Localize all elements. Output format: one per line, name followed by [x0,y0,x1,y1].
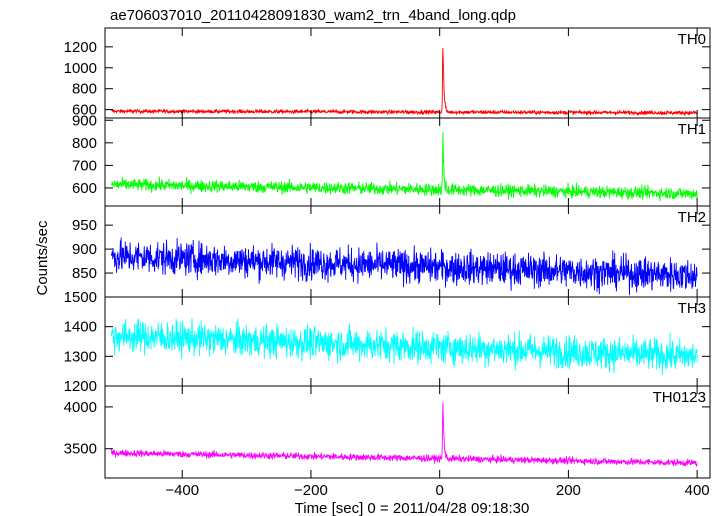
y-tick-label: 1200 [64,39,97,56]
y-tick-label: 1000 [64,60,97,77]
panel-label: TH2 [678,209,706,226]
y-tick-label: 1300 [64,348,97,365]
x-axis-label: Time [sec] 0 = 2011/04/28 09:18:30 [295,500,530,516]
panel-th0: 600 800 1000 1200 TH0 [64,27,711,119]
panel-frame [104,385,711,479]
y-tick-label: 1500 [64,289,97,306]
y-tick-label: 950 [72,217,97,234]
series-line-th0123 [110,402,698,467]
panel-th0123: 3500 4000 TH0123 [64,385,711,479]
x-tick-label: −200 [294,482,328,499]
y-tick-label: 1200 [64,378,97,395]
series-line-th0 [111,47,698,117]
y-axis-label: Counts/sec [34,220,51,296]
y-tick-label: 900 [72,112,97,129]
x-tick-label: 0 [436,482,444,499]
panel-th1: 600 700 800 900 TH1 [72,112,711,207]
x-tick-label: −400 [165,482,199,499]
y-tick-label: 600 [72,180,97,197]
panel-label: TH0 [678,31,706,48]
panel-label: TH0123 [653,389,706,406]
y-tick-label: 850 [72,265,97,282]
panel-frame [104,205,711,298]
panel-th3: 1200 1300 1400 1500 TH3 [64,289,711,395]
y-tick-label: 1400 [64,319,97,336]
series-line-th2 [110,237,698,296]
y-tick-label: 3500 [64,441,97,458]
chart-title: ae706037010_20110428091830_wam2_trn_4ban… [110,7,516,24]
y-tick-label: 900 [72,241,97,258]
panels-group: 600 800 1000 1200 TH0 600 700 800 900 TH1 850 900 95… [64,27,711,499]
y-tick-label: 4000 [64,399,97,416]
y-tick-label: 600 [72,102,97,119]
y-tick-label: 700 [72,157,97,174]
panel-label: TH1 [678,121,706,138]
y-tick-label: 800 [72,81,97,98]
series-line-th1 [110,132,698,202]
x-tick-label: 400 [685,482,710,499]
panel-frame [104,27,711,119]
panel-label: TH3 [678,300,706,317]
x-tick-label: 200 [556,482,581,499]
series-line-th3 [110,318,698,376]
y-tick-label: 800 [72,135,97,152]
panel-th2: 850 900 950 TH2 [72,205,711,298]
